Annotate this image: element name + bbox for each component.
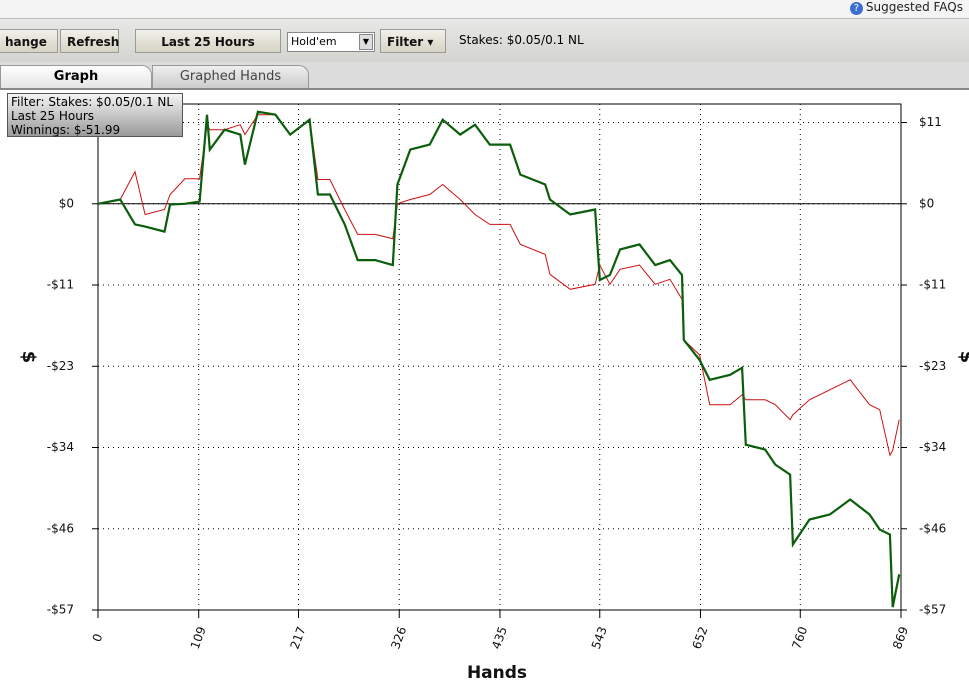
y-tick-label-right: $11: [919, 115, 942, 129]
help-link[interactable]: ? Suggested FAQs: [849, 0, 963, 15]
y-tick-label: -$57: [47, 603, 74, 617]
tooltip-line: Winnings: $-51.99: [11, 123, 121, 137]
tab[interactable]: Graphed Hands: [152, 65, 309, 88]
y-tick-label: -$11: [47, 278, 74, 292]
y-tick-label-right: $0: [919, 196, 934, 210]
tooltip-line: Filter: Stakes: $0.05/0.1 NL: [11, 95, 174, 109]
y-axis-label: $: [18, 351, 39, 364]
top-bar: ? Suggested FAQs: [0, 0, 969, 18]
y-tick-label: $0: [59, 196, 74, 210]
y-tick-label: -$34: [47, 440, 74, 454]
filter-button[interactable]: Filter ▾: [380, 29, 446, 53]
tooltip: Filter: Stakes: $0.05/0.1 NL Last 25 Hou…: [7, 93, 183, 137]
change-button[interactable]: hange ▾: [0, 29, 58, 73]
button-text[interactable]: hange: [5, 35, 47, 49]
x-tick-label: 0: [90, 632, 106, 644]
y-tick-label-right: -$46: [919, 521, 946, 535]
x-tick-label: 109: [188, 625, 209, 651]
x-tick-label: 435: [489, 625, 510, 651]
y-tick-label: -$23: [47, 359, 74, 373]
stakes-label: Stakes: $0.05/0.1 NL: [459, 33, 584, 47]
tab-bar: Graph Graphed Hands: [0, 62, 969, 90]
x-tick-label: 326: [388, 625, 409, 651]
x-tick-label: 543: [589, 625, 610, 651]
y-tick-label-right: -$34: [919, 440, 946, 454]
tab[interactable]: Graph: [0, 65, 152, 88]
button-text[interactable]: Filter: [387, 35, 424, 49]
y-tick-label-right: -$23: [919, 359, 946, 373]
series-line: [97, 110, 901, 608]
x-tick-label: 652: [690, 625, 711, 651]
x-tick-label: 869: [890, 625, 911, 651]
chart: Hands $ $ $11$11$0$0-$11-$11-$23-$23-$34…: [18, 103, 969, 683]
x-tick-label: 217: [288, 625, 309, 651]
toolbar: hange ▾ Refresh Last 25 Hours Hold'em▼ F…: [0, 18, 969, 73]
x-axis-label: Hands: [467, 663, 527, 683]
refresh-button[interactable]: Refresh: [60, 29, 119, 53]
help-text[interactable]: Suggested FAQs: [865, 0, 963, 14]
y-tick-label-right: -$57: [919, 603, 946, 617]
y-axis-label-right: $: [956, 351, 969, 364]
y-tick-label: -$46: [47, 521, 74, 535]
tooltip-line: Last 25 Hours: [11, 109, 95, 123]
range-button[interactable]: Last 25 Hours: [135, 29, 281, 53]
x-tick-label: 760: [789, 625, 810, 651]
y-tick-label-right: -$11: [919, 278, 946, 292]
select-text[interactable]: Hold'em: [291, 35, 337, 48]
game-select[interactable]: Hold'em ▼: [287, 32, 375, 52]
